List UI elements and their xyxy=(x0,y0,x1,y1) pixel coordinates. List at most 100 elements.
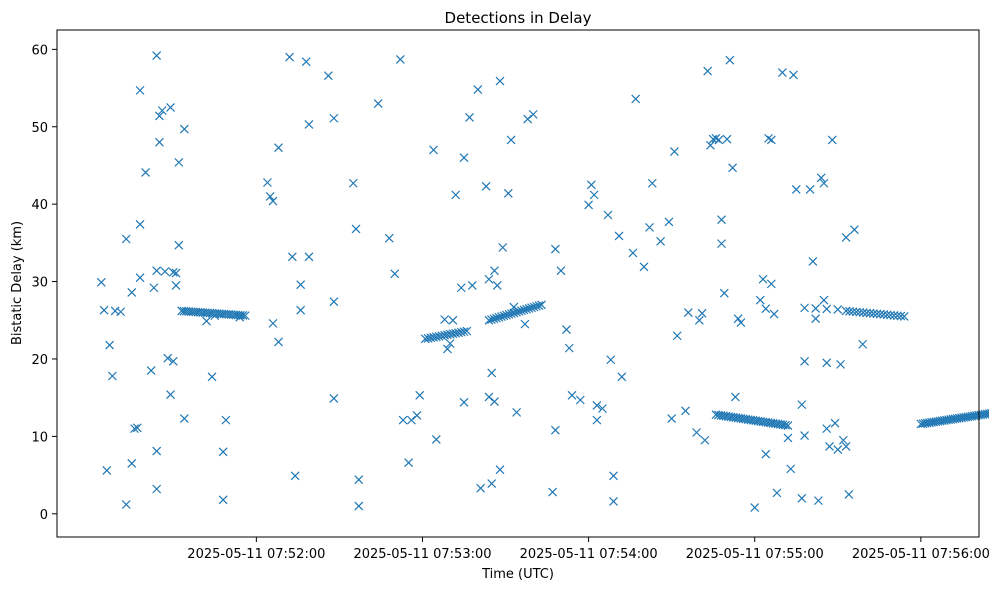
track-point xyxy=(484,315,494,325)
data-point xyxy=(263,178,272,187)
data-point xyxy=(550,244,560,254)
data-point xyxy=(730,392,740,402)
data-point xyxy=(221,415,231,425)
data-point xyxy=(329,297,339,307)
track-point xyxy=(494,312,504,322)
track-point xyxy=(519,305,529,315)
data-point xyxy=(816,173,826,183)
data-point xyxy=(567,390,577,400)
data-point xyxy=(135,273,145,283)
data-point xyxy=(348,178,358,188)
data-point xyxy=(647,178,657,188)
data-point xyxy=(509,302,519,312)
data-point xyxy=(562,325,571,334)
data-point xyxy=(550,425,560,435)
data-point xyxy=(791,185,801,194)
data-point xyxy=(697,308,707,318)
data-point xyxy=(805,185,815,194)
data-point xyxy=(476,483,486,493)
x-tick-label: 2025-05-11 07:56:00 xyxy=(852,547,989,562)
data-point xyxy=(274,337,283,347)
data-point xyxy=(506,135,516,145)
track-point xyxy=(487,315,496,324)
data-point xyxy=(606,355,616,365)
track-point xyxy=(865,308,875,318)
track-point xyxy=(869,309,878,318)
data-point xyxy=(160,267,170,276)
data-point xyxy=(487,368,497,378)
data-point xyxy=(813,496,823,506)
data-point xyxy=(157,106,167,115)
data-point xyxy=(285,52,295,62)
data-point xyxy=(171,281,181,290)
data-point xyxy=(556,266,566,276)
data-point xyxy=(711,133,721,143)
data-point xyxy=(761,449,771,459)
data-point xyxy=(548,487,558,497)
data-point xyxy=(764,133,773,143)
data-point xyxy=(456,283,466,293)
data-point xyxy=(406,415,416,425)
track-point xyxy=(889,311,899,320)
y-axis-label: Bistatic Delay (km) xyxy=(10,221,25,345)
data-point xyxy=(800,356,809,366)
data-point xyxy=(512,407,522,417)
data-point xyxy=(614,231,624,241)
data-point xyxy=(664,217,674,227)
data-point xyxy=(772,488,782,498)
data-point xyxy=(329,113,339,123)
data-point xyxy=(431,435,441,444)
track-point xyxy=(800,303,809,313)
track-point xyxy=(811,303,821,313)
y-axis-ticks: 0 10 20 30 40 50 60 xyxy=(31,43,57,523)
data-point xyxy=(631,94,641,104)
track-point xyxy=(534,301,544,310)
data-point xyxy=(268,196,278,206)
data-point xyxy=(127,287,137,297)
data-points xyxy=(96,51,989,513)
track-point xyxy=(783,421,793,430)
track-point xyxy=(984,409,989,418)
data-point xyxy=(681,406,690,416)
data-point xyxy=(523,114,533,124)
track-point xyxy=(858,308,868,317)
data-point xyxy=(822,358,832,368)
track-point xyxy=(532,301,541,311)
data-point xyxy=(304,252,314,262)
data-point xyxy=(769,309,779,319)
data-point xyxy=(171,268,181,278)
y-tick-label: 60 xyxy=(31,43,48,58)
track-point xyxy=(492,313,501,323)
data-point xyxy=(149,283,159,293)
x-tick-label: 2025-05-11 07:53:00 xyxy=(353,547,491,562)
data-point xyxy=(384,233,394,243)
data-point xyxy=(451,190,461,200)
data-point xyxy=(127,459,137,468)
data-point xyxy=(473,85,483,95)
x-axis-label: Time (UTC) xyxy=(481,567,554,582)
track-point xyxy=(833,305,843,314)
data-point xyxy=(96,277,106,287)
track-point xyxy=(240,311,250,321)
track-point xyxy=(822,304,832,314)
data-point xyxy=(329,394,339,403)
data-point xyxy=(683,308,693,317)
data-point xyxy=(274,143,283,153)
data-point xyxy=(210,311,220,321)
data-point xyxy=(703,66,713,76)
y-tick-label: 0 xyxy=(40,508,48,523)
data-point xyxy=(789,70,798,80)
data-point xyxy=(714,135,724,145)
data-point xyxy=(838,435,848,445)
data-point xyxy=(700,435,710,445)
data-point xyxy=(135,219,145,229)
data-point xyxy=(163,353,173,363)
track-point xyxy=(459,327,469,337)
data-point xyxy=(833,445,843,454)
data-point xyxy=(827,135,837,145)
data-point xyxy=(797,493,807,503)
data-point xyxy=(301,57,311,67)
data-point xyxy=(351,224,361,234)
data-point xyxy=(495,76,505,86)
data-point xyxy=(415,390,425,400)
